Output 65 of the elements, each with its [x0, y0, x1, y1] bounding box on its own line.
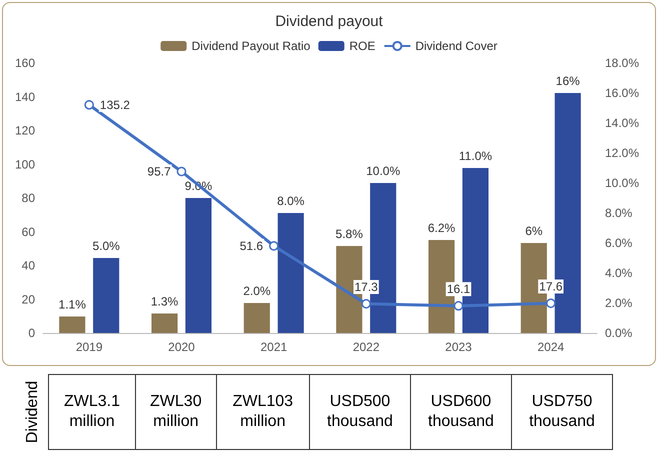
data-label: 10.0% [366, 164, 400, 178]
bar [185, 198, 212, 333]
y-tick-label: 140 [14, 90, 36, 104]
legend-label: Dividend Payout Ratio [192, 39, 311, 53]
y2-tick-label: 0.0% [605, 326, 633, 340]
data-label: 95.7 [147, 164, 172, 179]
y-tick-label: 120 [14, 124, 36, 138]
data-label: 1.3% [150, 294, 179, 308]
y-tick-label: 0 [28, 326, 36, 340]
data-label: 135.2 [100, 98, 130, 112]
data-label: 16.1 [446, 282, 470, 296]
text: ZWL3.1 million [48, 374, 136, 450]
data-label: 8.0% [277, 194, 305, 208]
y2-tick-label: 2.0% [605, 296, 633, 310]
text: Dividend [24, 380, 42, 444]
x-tick-label: 2020 [168, 340, 196, 354]
point [546, 298, 556, 308]
y2-tick-label: 18.0% [605, 56, 640, 70]
text: USD600 thousand [410, 374, 512, 450]
y2-tick-label: 16.0% [605, 86, 640, 100]
data-label: 51.6 [240, 238, 264, 253]
y2-tick-label: 14.0% [605, 116, 640, 130]
point [454, 301, 464, 311]
bar [278, 213, 304, 333]
data-label: 2.0% [243, 284, 271, 298]
bar [151, 314, 178, 333]
point [176, 166, 186, 176]
bar [93, 258, 120, 333]
text: ZWL103 million [216, 374, 310, 450]
data-label: 1.1% [58, 298, 86, 312]
x-tick-label: 2021 [260, 340, 288, 354]
data-label: 6% [525, 224, 543, 238]
point [361, 299, 371, 309]
y2-tick-label: 8.0% [605, 206, 633, 220]
y2-tick-label: 6.0% [605, 236, 633, 250]
y-tick-label: 60 [22, 224, 36, 239]
x-tick-label: 2022 [352, 340, 380, 354]
y2-tick-label: 10.0% [605, 176, 640, 190]
data-label: 17.6 [539, 280, 563, 294]
x-tick-label: 2019 [76, 340, 103, 354]
y-tick-label: 40 [22, 258, 36, 272]
data-label: 5.0% [92, 239, 120, 253]
bar [59, 316, 86, 333]
text: USD500 thousand [309, 374, 410, 450]
chart-title: Dividend payout [275, 13, 384, 30]
bar [244, 303, 270, 333]
y2-tick-label: 12.0% [605, 146, 640, 160]
y2-tick-label: 4.0% [605, 266, 633, 280]
data-label: 16% [556, 74, 580, 88]
x-tick-label: 2024 [537, 340, 565, 354]
data-label: 17.3 [354, 280, 378, 294]
y-tick-label: 80 [22, 191, 36, 205]
data-label: 6.2% [428, 221, 456, 235]
data-label: 11.0% [458, 149, 492, 163]
y-tick-label: 20 [22, 292, 36, 306]
legend-label: Dividend Cover [415, 39, 498, 53]
data-label: 5.8% [336, 227, 364, 241]
point [269, 241, 279, 251]
text: ZWL30 million [135, 374, 216, 450]
text: USD750 thousand [511, 374, 612, 450]
y-tick-label: 160 [14, 56, 36, 70]
x-tick-label: 2023 [445, 340, 472, 354]
y-tick-label: 100 [14, 157, 36, 172]
point [84, 100, 94, 110]
legend-label: ROE [349, 39, 376, 53]
